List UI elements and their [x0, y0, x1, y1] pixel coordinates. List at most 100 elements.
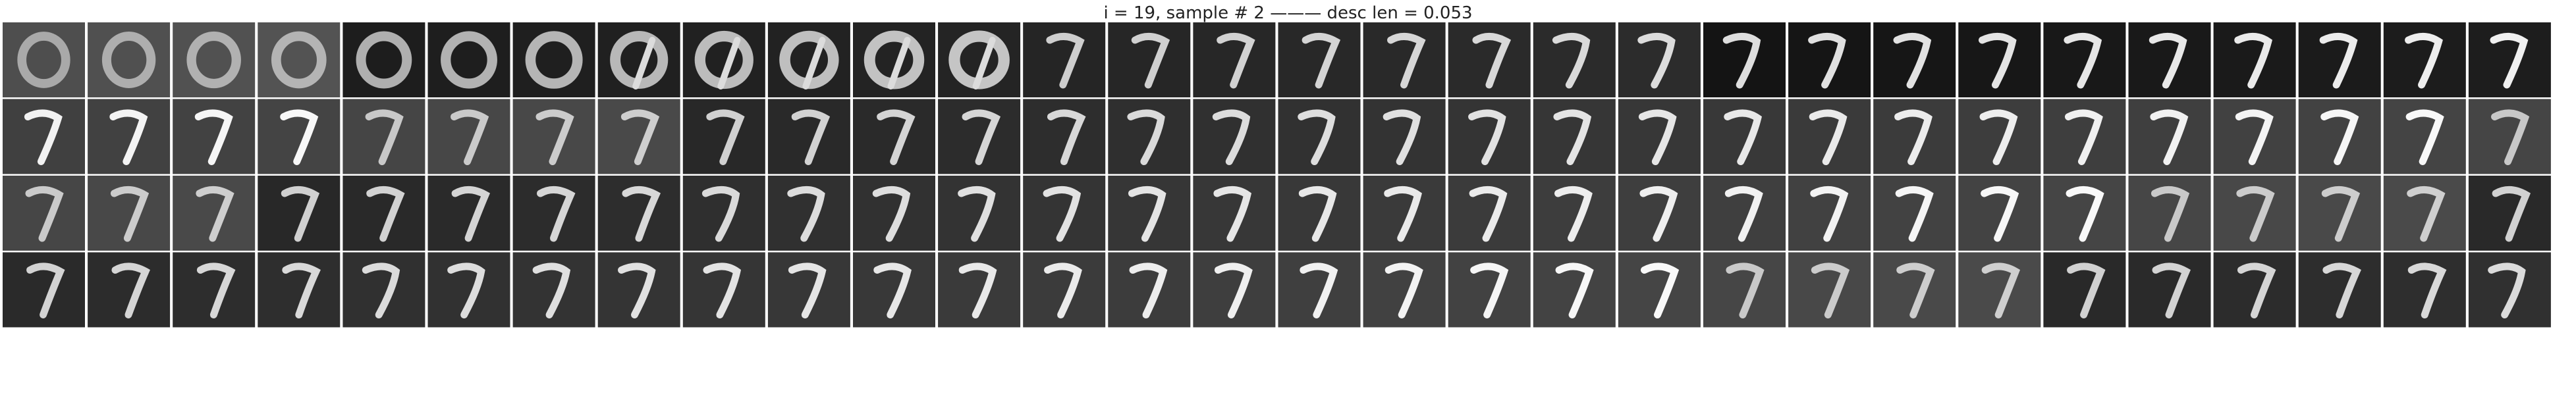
digit-tile — [1278, 99, 1361, 174]
digit-seven-stroke — [1808, 33, 1846, 89]
digit-seven-stroke — [1894, 109, 1932, 165]
digit-seven-stroke — [1979, 109, 2018, 165]
digit-seven-stroke — [1809, 109, 1848, 165]
digit-tile — [853, 22, 935, 97]
digit-tile — [767, 252, 850, 328]
digit-tile — [2213, 22, 2296, 97]
digit-tile — [2298, 252, 2381, 328]
digit-seven-stroke — [26, 262, 65, 318]
digit-seven-stroke — [282, 262, 321, 318]
digit-tile — [2383, 22, 2466, 97]
digit-seven-stroke — [622, 186, 661, 242]
digit-tile — [173, 252, 256, 328]
digit-seven-stroke — [1129, 262, 1168, 318]
digit-tile — [1873, 252, 1956, 328]
digit-seven-stroke — [1553, 109, 1592, 165]
digit-tile — [343, 99, 425, 174]
digit-seven-stroke — [2407, 262, 2447, 318]
digit-blob — [271, 31, 327, 89]
digit-tile — [1533, 22, 1616, 97]
digit-blob — [101, 31, 156, 89]
digit-seven-stroke — [196, 262, 236, 318]
digit-stroke — [632, 37, 656, 89]
digit-seven-stroke — [1724, 109, 1763, 165]
digit-seven-stroke — [1722, 33, 1761, 89]
digit-tile — [1958, 99, 2041, 174]
digit-seven-stroke — [532, 262, 571, 318]
digit-tile — [938, 252, 1021, 328]
digit-tile — [1448, 99, 1531, 174]
digit-seven-stroke — [791, 109, 831, 165]
digit-seven-stroke — [1127, 109, 1165, 165]
digit-seven-stroke — [194, 109, 233, 165]
digit-seven-stroke — [1214, 262, 1253, 318]
digit-seven-stroke — [1298, 186, 1337, 242]
digit-seven-stroke — [2319, 33, 2358, 89]
digit-seven-stroke — [1217, 33, 1255, 89]
digit-tile — [3, 22, 85, 97]
digit-tile — [1958, 176, 2041, 251]
digit-seven-stroke — [1639, 186, 1678, 242]
digit-seven-stroke — [2321, 186, 2361, 242]
digit-seven-stroke — [2490, 33, 2529, 89]
digit-tile — [173, 99, 256, 174]
digit-seven-stroke — [1637, 33, 1676, 89]
digit-tile — [597, 22, 680, 97]
digit-seven-stroke — [701, 186, 740, 242]
digit-seven-stroke — [620, 109, 660, 165]
digit-tile — [597, 252, 680, 328]
digit-tile — [682, 99, 765, 174]
digit-seven-stroke — [2322, 262, 2361, 318]
digit-seven-stroke — [2488, 262, 2526, 318]
digit-tile — [2298, 176, 2381, 251]
digit-tile — [343, 252, 425, 328]
digit-tile — [1533, 176, 1616, 251]
digit-tile — [1618, 252, 1701, 328]
digit-tile — [1363, 22, 1446, 97]
digit-seven-stroke — [1978, 33, 2017, 89]
digit-tile — [1278, 176, 1361, 251]
digit-tile — [512, 22, 595, 97]
digit-seven-stroke — [1726, 262, 1765, 318]
digit-seven-stroke — [1895, 186, 1934, 242]
digit-tile — [767, 176, 850, 251]
digit-tile — [2128, 252, 2211, 328]
digit-tile — [767, 99, 850, 174]
digit-seven-stroke — [1043, 186, 1082, 242]
digit-tile — [1873, 99, 1956, 174]
digit-seven-stroke — [872, 186, 911, 242]
digit-blob — [356, 31, 412, 89]
digit-tile — [1448, 22, 1531, 97]
digit-seven-stroke — [196, 186, 234, 242]
digit-seven-stroke — [1468, 109, 1506, 165]
digit-seven-stroke — [958, 186, 996, 242]
digit-seven-stroke — [451, 186, 491, 242]
digit-seven-stroke — [2236, 186, 2275, 242]
digit-stroke — [972, 37, 996, 89]
digit-tile — [1363, 252, 1446, 328]
digit-tile — [1193, 99, 1276, 174]
digit-tile — [1618, 22, 1701, 97]
digit-seven-stroke — [2152, 262, 2191, 318]
digit-tile — [1023, 176, 1106, 251]
digit-tile — [343, 22, 425, 97]
digit-tile — [512, 176, 595, 251]
digit-tile — [2043, 252, 2126, 328]
digit-tile — [1618, 99, 1701, 174]
digit-tile — [1788, 252, 1871, 328]
digit-tile — [2128, 22, 2211, 97]
digit-tile — [1533, 99, 1616, 174]
digit-seven-stroke — [111, 262, 151, 318]
digit-seven-stroke — [1470, 262, 1509, 318]
digit-seven-stroke — [281, 186, 320, 242]
digit-seven-stroke — [536, 186, 576, 242]
digit-blob — [186, 31, 241, 89]
digit-blob — [441, 31, 497, 89]
digit-tile — [853, 99, 935, 174]
digit-tile — [2468, 176, 2551, 251]
digit-tile — [1363, 176, 1446, 251]
digit-seven-stroke — [450, 109, 489, 165]
digit-seven-stroke — [2405, 109, 2444, 165]
digit-seven-stroke — [877, 109, 916, 165]
